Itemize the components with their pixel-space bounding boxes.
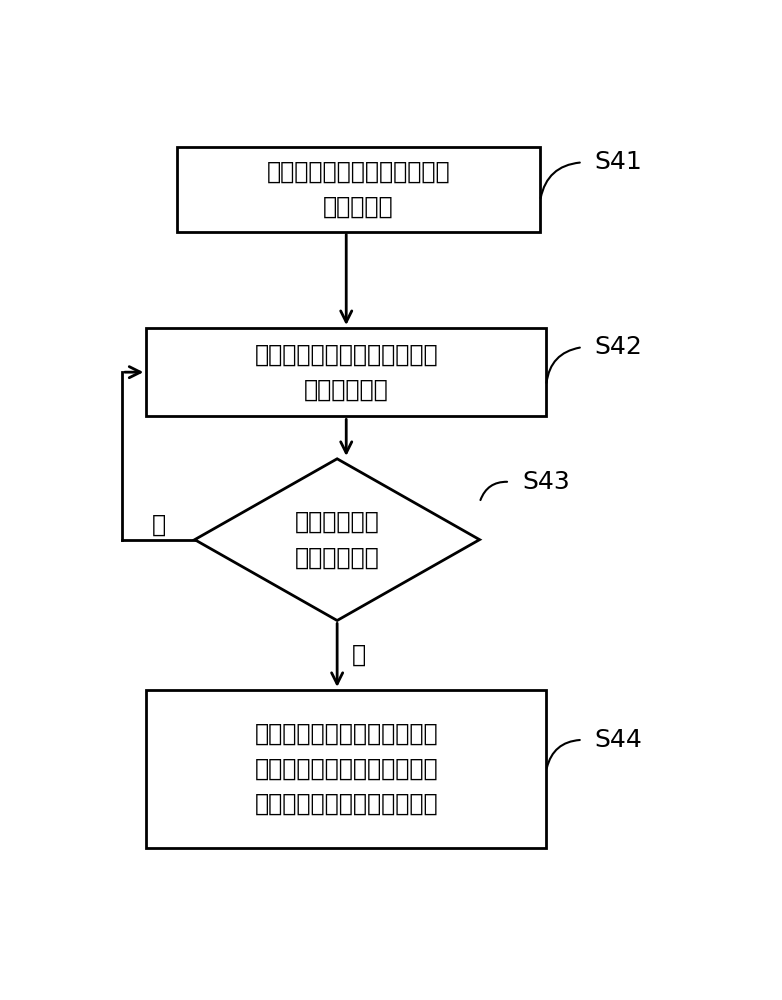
Bar <box>177 147 540 232</box>
Text: 引入松弛变量，扩大解空间；
参数初始化: 引入松弛变量，扩大解空间； 参数初始化 <box>267 160 450 219</box>
Text: S43: S43 <box>522 470 570 494</box>
Bar <box>146 328 547 416</box>
Text: 自适应更新惩罚因子；内点法
求解优化问题: 自适应更新惩罚因子；内点法 求解优化问题 <box>254 342 438 402</box>
Text: 是: 是 <box>353 643 367 667</box>
Text: S42: S42 <box>595 335 643 359</box>
Polygon shape <box>195 459 479 620</box>
Text: 判断是否满足
预设终止条件: 判断是否满足 预设终止条件 <box>295 510 379 569</box>
Text: S44: S44 <box>595 728 643 752</box>
Bar <box>146 690 547 848</box>
Text: S41: S41 <box>595 150 643 174</box>
Text: 输出满足迭代停止条件时得到
的复加权系数，作为该阵列天
线波束赋形问题最优加权系数: 输出满足迭代停止条件时得到 的复加权系数，作为该阵列天 线波束赋形问题最优加权系… <box>254 721 438 816</box>
Text: 否: 否 <box>152 512 167 536</box>
